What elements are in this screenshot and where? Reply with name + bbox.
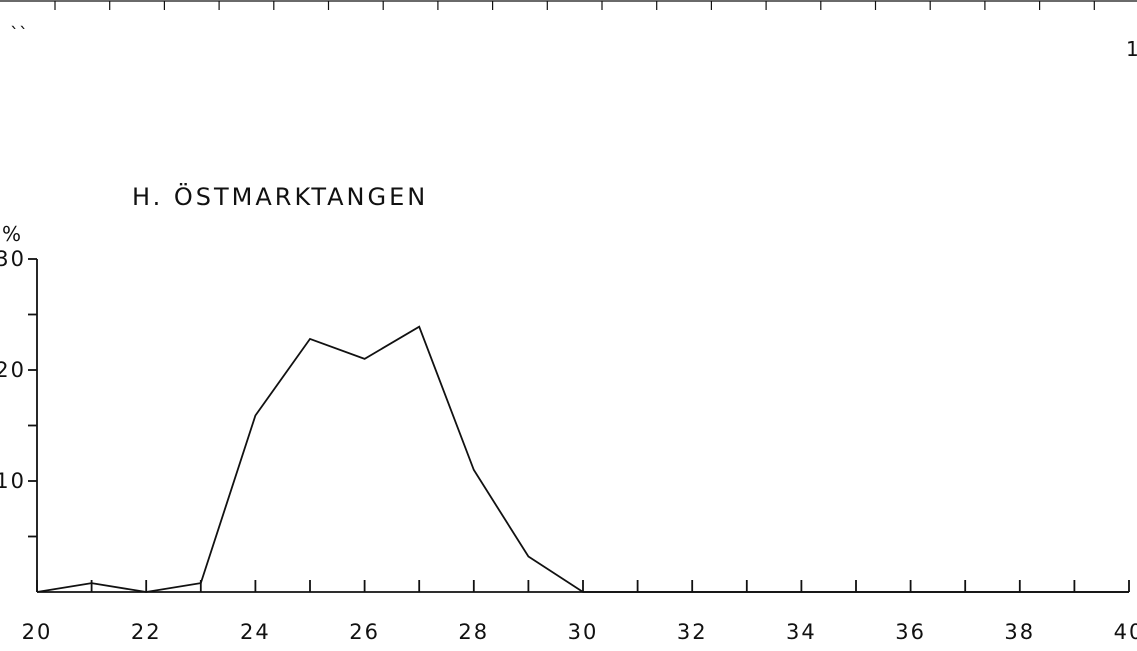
y-axis-label: % — [2, 222, 21, 246]
chart-title: H. ÖSTMARKTANGEN — [132, 182, 428, 211]
corner-quote-marks: `` — [10, 24, 28, 45]
x-tick-label: 26 — [349, 620, 380, 644]
x-tick-label: 24 — [240, 620, 271, 644]
y-axis-ticks — [28, 258, 37, 538]
x-tick-label: 32 — [677, 620, 708, 644]
x-tick-label: 38 — [1004, 620, 1035, 644]
x-tick-label: 20 — [22, 620, 53, 644]
x-tick-label: 22 — [131, 620, 162, 644]
x-tick-label: 28 — [458, 620, 489, 644]
y-axis-tick-labels: 10 20 30 — [0, 247, 26, 493]
x-tick-label: 40 — [1114, 620, 1137, 644]
x-tick-label: 34 — [786, 620, 817, 644]
corner-page-number: 1 — [1126, 37, 1137, 61]
y-tick-label: 20 — [0, 358, 26, 382]
x-tick-label: 36 — [895, 620, 926, 644]
y-tick-label: 10 — [0, 469, 26, 493]
x-axis-ticks — [36, 580, 1130, 592]
y-tick-label: 30 — [0, 247, 26, 271]
x-tick-label: 30 — [568, 620, 599, 644]
series-line — [36, 325, 1129, 593]
series-group — [36, 325, 1129, 593]
x-axis-tick-labels: 20 22 24 26 28 30 32 34 36 38 40 — [22, 620, 1137, 644]
top-frame-ticks — [54, 1, 1095, 10]
